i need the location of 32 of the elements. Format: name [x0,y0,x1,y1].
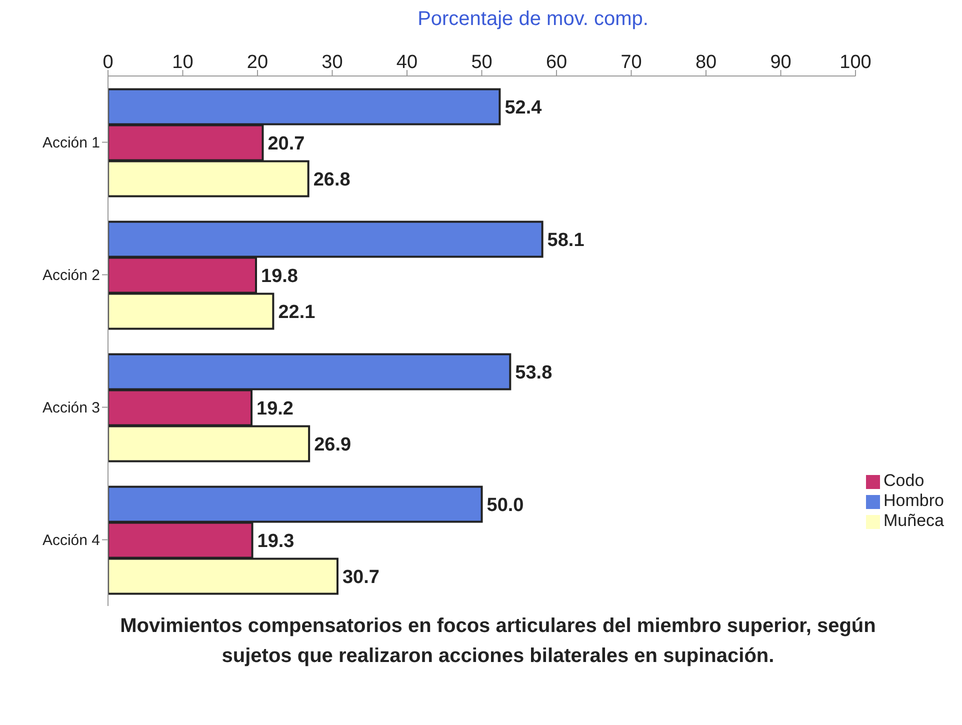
data-label: 53.8 [515,362,552,384]
x-tick-label: 20 [246,52,268,73]
y-tick-label: Acción 3 [42,400,100,417]
x-tick-label: 60 [546,52,568,73]
x-tick-label: 100 [840,52,872,73]
x-axis-title: Porcentaje de mov. comp. [416,8,650,31]
data-label: 26.9 [314,434,352,456]
y-tick-label: Acción 2 [42,267,100,284]
data-label: 22.1 [278,302,316,323]
data-label: 50.0 [486,494,524,516]
data-label: 19.8 [261,266,298,287]
text: Movimientos compensatorios en focos articulares del miembro superior, según sujetos que realizaron acciones bilaterales en supinación. [119,614,877,669]
data-label: 58.1 [547,230,585,251]
legend-label: Muñeca [884,511,944,530]
y-tick-label: Acción 1 [42,134,100,152]
x-tick-label: 80 [695,52,717,73]
x-tick-label: 50 [471,52,492,73]
data-label: 52.4 [504,97,542,118]
x-tick-label: 90 [770,52,792,73]
y-tick-label: Acción 4 [42,532,100,550]
data-label: 30.7 [342,566,380,588]
legend-label: Codo [884,471,924,490]
x-tick-label: 40 [396,52,418,73]
data-label: 19.3 [257,530,294,552]
data-label: 19.2 [256,398,294,420]
legend-label: Hombro [884,491,944,510]
x-tick-label: 10 [172,52,194,73]
data-label: 26.8 [313,169,350,190]
x-tick-label: 70 [620,52,642,73]
x-tick-label: 0 [102,52,114,73]
x-tick-label: 30 [322,52,343,73]
data-label: 20.7 [268,133,305,154]
